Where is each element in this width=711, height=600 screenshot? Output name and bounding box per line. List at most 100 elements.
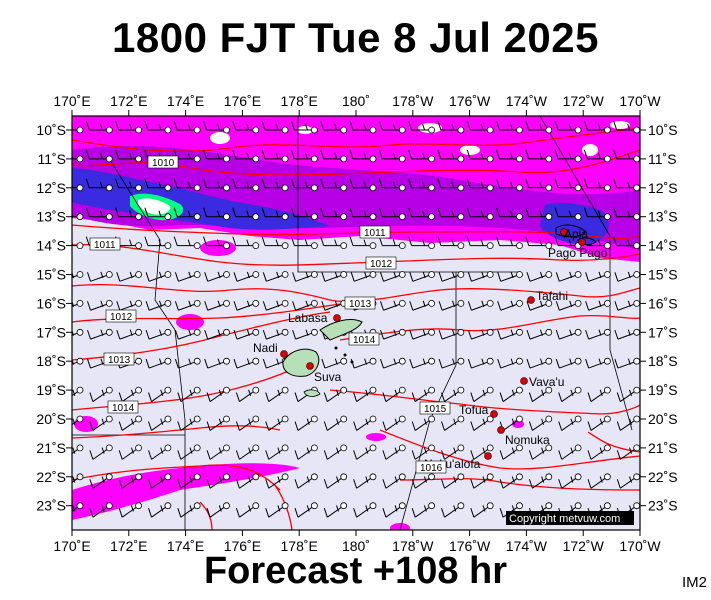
wind-barb — [583, 149, 611, 163]
wind-barb — [349, 120, 377, 134]
wind-barb — [235, 502, 260, 518]
wind-barb — [528, 386, 553, 402]
wind-barb — [526, 357, 553, 369]
wind-barb — [525, 120, 553, 134]
wind-barb — [466, 149, 494, 163]
wind-barb — [203, 149, 230, 163]
wind-barb — [203, 207, 230, 221]
wind-barb — [233, 299, 260, 311]
wind-barb — [144, 207, 172, 221]
lon-tick-label: 170˚W — [619, 93, 661, 109]
wind-barb — [497, 271, 523, 282]
wind-barb — [496, 120, 523, 134]
wind-barb — [558, 386, 582, 402]
wind-barb — [467, 357, 494, 369]
wind-barb — [204, 271, 230, 282]
wind-barb — [408, 120, 436, 134]
wind-barb — [438, 328, 465, 340]
wind-barb — [353, 473, 377, 489]
wind-barb — [349, 236, 377, 250]
svg-text:1013: 1013 — [108, 355, 131, 366]
lon-tick-label: 172˚W — [563, 93, 605, 109]
lat-tick-label: 11˚S — [648, 151, 677, 167]
lat-tick-label: 22˚S — [648, 469, 678, 485]
svg-text:1012: 1012 — [110, 312, 133, 323]
rain-patch — [366, 433, 386, 441]
wind-barb — [438, 299, 465, 311]
rain-band-south — [72, 463, 300, 520]
city-label: Suva — [314, 370, 342, 384]
wind-barb — [409, 357, 436, 369]
wind-barb — [613, 120, 640, 134]
wind-barb — [320, 149, 348, 163]
wind-barb — [554, 120, 582, 134]
wind-barb — [585, 299, 611, 311]
wind-barb — [116, 299, 143, 311]
wind-barb — [115, 178, 143, 192]
city-label: Vava'u — [529, 375, 564, 389]
wind-barb — [72, 386, 84, 397]
lon-tick-label: 170˚W — [619, 538, 661, 554]
wind-barb — [292, 271, 318, 282]
lat-tick-label: 12˚S — [648, 180, 678, 196]
lon-tick-label: 178˚E — [281, 538, 318, 554]
lat-tick-label: 19˚S — [648, 382, 678, 398]
wind-barb — [118, 386, 143, 402]
wind-barb — [583, 207, 611, 221]
wind-barb — [470, 502, 494, 518]
wind-barb — [499, 444, 523, 460]
lat-tick-label: 13˚S — [648, 209, 678, 225]
city-label: Tofua — [459, 403, 489, 417]
wind-barb — [587, 473, 611, 489]
wind-barb — [72, 357, 84, 365]
wind-barb — [411, 473, 436, 489]
wind-barb — [554, 236, 582, 250]
wind-barb — [232, 178, 260, 192]
lat-tick-label: 21˚S — [648, 440, 678, 456]
wind-barb — [177, 502, 201, 518]
wind-barb — [497, 357, 523, 369]
lat-tick-label: 14˚S — [36, 238, 66, 254]
lon-tick-label: 176˚E — [224, 538, 261, 554]
wind-barb — [203, 120, 230, 134]
city-label: Nadi — [253, 341, 278, 355]
wind-barb — [72, 473, 84, 484]
wind-barb — [466, 120, 494, 134]
lat-tick-label: 22˚S — [36, 469, 66, 485]
wind-barb — [380, 299, 406, 311]
wind-barb — [116, 328, 143, 340]
wind-barb — [235, 473, 260, 489]
city-markers: Apia Pago Pago Tafahi Labasa Nadi Suva V… — [253, 227, 608, 471]
wind-barb — [320, 207, 348, 221]
wind-barb — [232, 236, 260, 250]
svg-text:1015: 1015 — [424, 404, 447, 415]
wind-barb — [437, 207, 465, 221]
wind-barb — [525, 236, 553, 250]
wind-barb — [349, 149, 377, 163]
wind-barb — [72, 271, 84, 279]
wind-barb — [118, 415, 143, 431]
wind-barb — [320, 120, 348, 134]
wind-barb — [497, 299, 523, 311]
wind-barb — [265, 444, 289, 460]
wind-barb — [470, 415, 494, 431]
svg-text:1014: 1014 — [112, 403, 135, 414]
wind-barb — [554, 178, 582, 192]
lat-tick-label: 13˚S — [36, 209, 66, 225]
wind-barb — [525, 207, 553, 221]
wind-barb — [174, 271, 201, 282]
wind-barb — [467, 271, 494, 282]
wind-barb — [72, 444, 84, 455]
wind-barb — [614, 328, 640, 340]
wind-barb — [261, 149, 289, 163]
wind-barb — [496, 236, 523, 250]
wind-barb — [232, 120, 260, 134]
lat-tick-label: 23˚S — [36, 498, 66, 514]
wind-barb — [382, 444, 406, 460]
wind-barb — [204, 328, 230, 340]
wind-barb — [525, 178, 553, 192]
svg-text:1016: 1016 — [420, 463, 443, 474]
wind-barb — [174, 328, 201, 340]
wind-barb — [409, 271, 436, 282]
wind-barb — [555, 357, 582, 369]
